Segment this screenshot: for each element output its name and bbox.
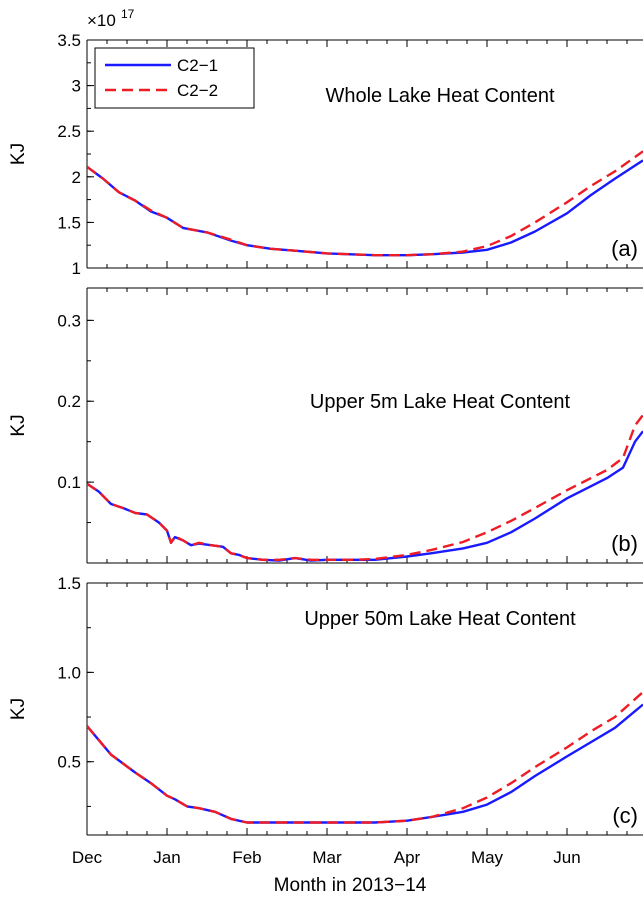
panels-layer: 1 1.5 2 2.5 3 3.5 KJ ×10 17 Whole Lake Heat Conte… xyxy=(8,7,643,867)
panel-title: Whole Lake Heat Content xyxy=(325,85,554,107)
y-exponent-label: ×10 xyxy=(87,11,116,30)
y-tick-label: 0.2 xyxy=(57,392,81,411)
y-tick-label: 3.5 xyxy=(57,31,81,50)
x-tick-label: Apr xyxy=(394,848,421,867)
panel-b: 0.1 0.2 0.3 KJ Upper 5m Lake Heat Content (b) xyxy=(8,287,643,564)
x-tick-label: Mar xyxy=(312,848,342,867)
x-tick-label: Jan xyxy=(153,848,180,867)
y-tick-label: 3 xyxy=(72,77,81,96)
y-tick-label: 0.5 xyxy=(57,753,81,772)
panel-c: 0.5 1.0 1.5 KJ Upper 50m Lake Heat Content (c… xyxy=(8,574,643,867)
series-c2-2-line xyxy=(87,414,643,561)
y-tick-label: 1.0 xyxy=(57,663,81,682)
panel-tag: (c) xyxy=(612,803,638,828)
y-tick-label: 0.3 xyxy=(57,311,81,330)
y-tick-label: 2.5 xyxy=(57,122,81,141)
series-c2-1-line xyxy=(87,703,643,824)
y-axis-label: KJ xyxy=(8,414,29,436)
y-exponent-power: 17 xyxy=(121,7,135,21)
x-tick-label: May xyxy=(471,848,504,867)
y-tick-label: 1.5 xyxy=(57,574,81,593)
legend-entry: C2−1 xyxy=(177,56,218,75)
panel-a: 1 1.5 2 2.5 3 3.5 KJ ×10 17 Whole Lake Heat Conte… xyxy=(8,7,643,278)
y-tick-label: 1.5 xyxy=(57,213,81,232)
legend-entry: C2−2 xyxy=(177,81,218,100)
y-tick-label: 2 xyxy=(72,168,81,187)
x-tick-label: Dec xyxy=(72,848,103,867)
panel-title: Upper 50m Lake Heat Content xyxy=(304,608,576,630)
y-axis-label: KJ xyxy=(8,698,29,720)
y-tick-label: 0.1 xyxy=(57,473,81,492)
panel-tag: (a) xyxy=(611,236,638,261)
x-tick-label: Jun xyxy=(553,848,580,867)
legend-box xyxy=(94,47,255,109)
legend: C2−1 C2−2 xyxy=(94,47,255,109)
series-c2-2-line xyxy=(87,691,643,824)
y-axis-label: KJ xyxy=(8,143,29,165)
y-tick-label: 1 xyxy=(72,259,81,278)
panel-title: Upper 5m Lake Heat Content xyxy=(310,391,571,413)
series-c2-2-line xyxy=(87,150,643,257)
x-tick-label: Feb xyxy=(232,848,261,867)
series-c2-1-line xyxy=(87,159,643,257)
x-axis-label: Month in 2013−14 xyxy=(274,875,427,896)
panel-tag: (b) xyxy=(611,531,638,556)
